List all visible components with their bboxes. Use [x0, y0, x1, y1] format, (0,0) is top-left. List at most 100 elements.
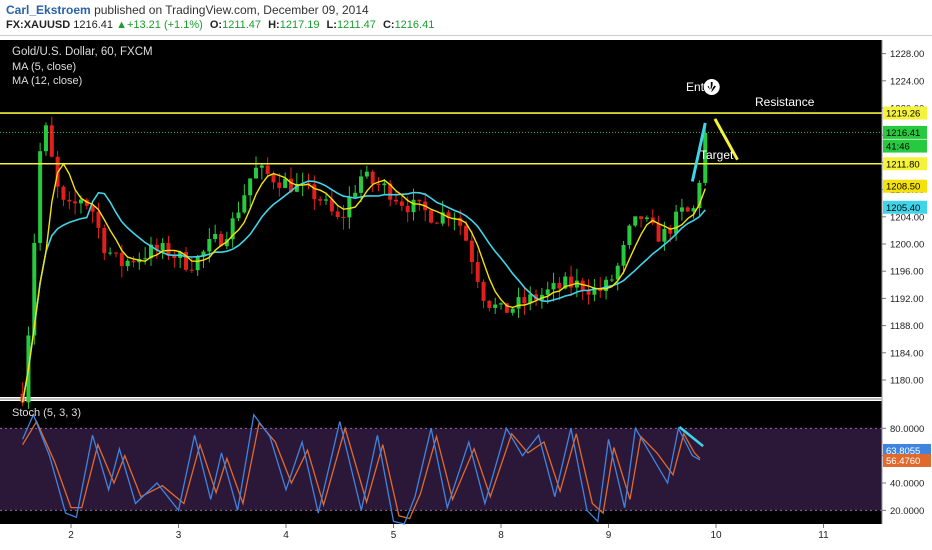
- candle-body: [195, 256, 200, 271]
- candle-body: [207, 239, 212, 252]
- candle-body: [277, 182, 282, 188]
- impulse-drawing: [690, 122, 707, 182]
- candle-body: [166, 243, 171, 256]
- legend-ma5: MA (5, close): [12, 61, 77, 73]
- price-tick-label: 1180.00: [890, 376, 924, 387]
- close-value: 1216.41: [394, 19, 435, 31]
- price-tick-label: 1196.00: [890, 267, 924, 278]
- price-label-ma5: 1208.50: [886, 182, 920, 193]
- candle-body: [679, 207, 684, 212]
- time-tick-label: 5: [391, 530, 397, 541]
- candle-body: [411, 199, 416, 213]
- candle-body: [289, 178, 294, 192]
- candle-body: [189, 269, 194, 271]
- candle-body: [458, 217, 463, 226]
- price-label-countdown: 41:46: [886, 142, 910, 153]
- price-chart[interactable]: 1180.00 1184.00 1188.00 1192.00 1196.00 1200.…: [0, 36, 932, 550]
- candle-body: [364, 171, 369, 177]
- stoch-tick-label: 80.0000: [890, 424, 924, 435]
- low-label: L:: [326, 19, 337, 31]
- candle-body: [388, 183, 393, 200]
- time-tick-label: 10: [710, 530, 722, 541]
- candles: [20, 116, 708, 409]
- candle-body: [499, 303, 504, 305]
- candle-body: [248, 178, 253, 196]
- candle-body: [434, 222, 439, 224]
- candle-body: [108, 252, 113, 254]
- stoch-label-k-bg: [883, 443, 931, 457]
- close-label: C:: [382, 19, 395, 31]
- stoch-d-line: [22, 420, 701, 520]
- price-tick-label: 1228.00: [890, 49, 924, 60]
- candle-body: [90, 205, 95, 212]
- candle-body: [592, 287, 597, 295]
- candle-body: [574, 280, 579, 288]
- candle-body: [335, 211, 340, 218]
- candle-body: [61, 186, 66, 200]
- candle-body: [96, 211, 101, 228]
- candle-body: [347, 196, 352, 218]
- time-tick-label: 9: [606, 530, 612, 541]
- candle-body: [504, 303, 509, 313]
- time-tick-label: 8: [498, 530, 504, 541]
- candle-body: [49, 125, 54, 157]
- candle-body: [265, 165, 270, 174]
- candle-body: [516, 297, 521, 309]
- legend-stoch: Stoch (5, 3, 3): [12, 407, 82, 419]
- candle-body: [563, 276, 568, 289]
- candle-body: [306, 183, 311, 185]
- candle-body: [528, 294, 533, 304]
- high-label: H:: [268, 19, 280, 31]
- price-label-last-price: 1216.41: [886, 128, 920, 139]
- candle-body: [493, 304, 498, 309]
- candle-body: [609, 279, 614, 281]
- price-label-ma12: 1205.40: [886, 203, 920, 214]
- high-value: 1217.19: [279, 19, 320, 31]
- candle-body: [644, 217, 649, 220]
- candle-body: [621, 245, 626, 266]
- candle-body: [148, 244, 153, 259]
- candle-body: [236, 212, 241, 219]
- candle-body: [38, 151, 43, 243]
- entry-arrow-glyph: [707, 82, 716, 92]
- resistance-label: Resistance: [755, 95, 815, 109]
- author-link[interactable]: Carl_Ekstroem: [6, 3, 91, 17]
- candle-body: [399, 201, 404, 206]
- candle-body: [697, 182, 702, 209]
- candle-body: [32, 242, 37, 336]
- candle-body: [43, 125, 48, 152]
- stoch-tick-label: 20.0000: [890, 506, 924, 517]
- candle-body: [271, 173, 276, 183]
- candle-body: [569, 276, 574, 288]
- price-tick-label: 1200.00: [890, 240, 924, 251]
- candle-body: [201, 251, 206, 257]
- candle-body: [341, 217, 346, 219]
- candle-body: [522, 297, 527, 304]
- entry-label: Entry: [686, 80, 715, 94]
- symbol-label: FX:XAUUSD: [6, 19, 71, 31]
- candle-body: [481, 281, 486, 301]
- candle-body: [294, 184, 299, 192]
- candle-body: [382, 183, 387, 186]
- candle-body: [119, 252, 124, 267]
- time-tick-label: 3: [176, 530, 182, 541]
- price-tick-label: 1192.00: [890, 294, 924, 305]
- price-label-resistance: 1219.26: [886, 109, 920, 120]
- candle-body: [510, 308, 515, 313]
- quote-line: FX:XAUUSD 1216.41 ▲+13.21 (+1.1%) O:1211…: [6, 19, 434, 31]
- candle-body: [475, 262, 480, 282]
- candle-body: [674, 211, 679, 234]
- candle-body: [580, 280, 585, 291]
- candle-body: [639, 216, 644, 220]
- stoch-label-d: 56.4760: [886, 456, 920, 467]
- candle-body: [125, 260, 130, 267]
- candle-body: [394, 199, 399, 202]
- candle-body: [254, 167, 259, 179]
- candle-body: [102, 227, 107, 254]
- price-label-target: 1211.80: [886, 159, 920, 170]
- open-label: O:: [209, 19, 223, 31]
- publication-line: Carl_Ekstroem published on TradingView.c…: [6, 3, 369, 17]
- candle-body: [487, 300, 492, 309]
- candle-body: [446, 212, 451, 219]
- published-info: published on TradingView.com, December 0…: [94, 3, 369, 17]
